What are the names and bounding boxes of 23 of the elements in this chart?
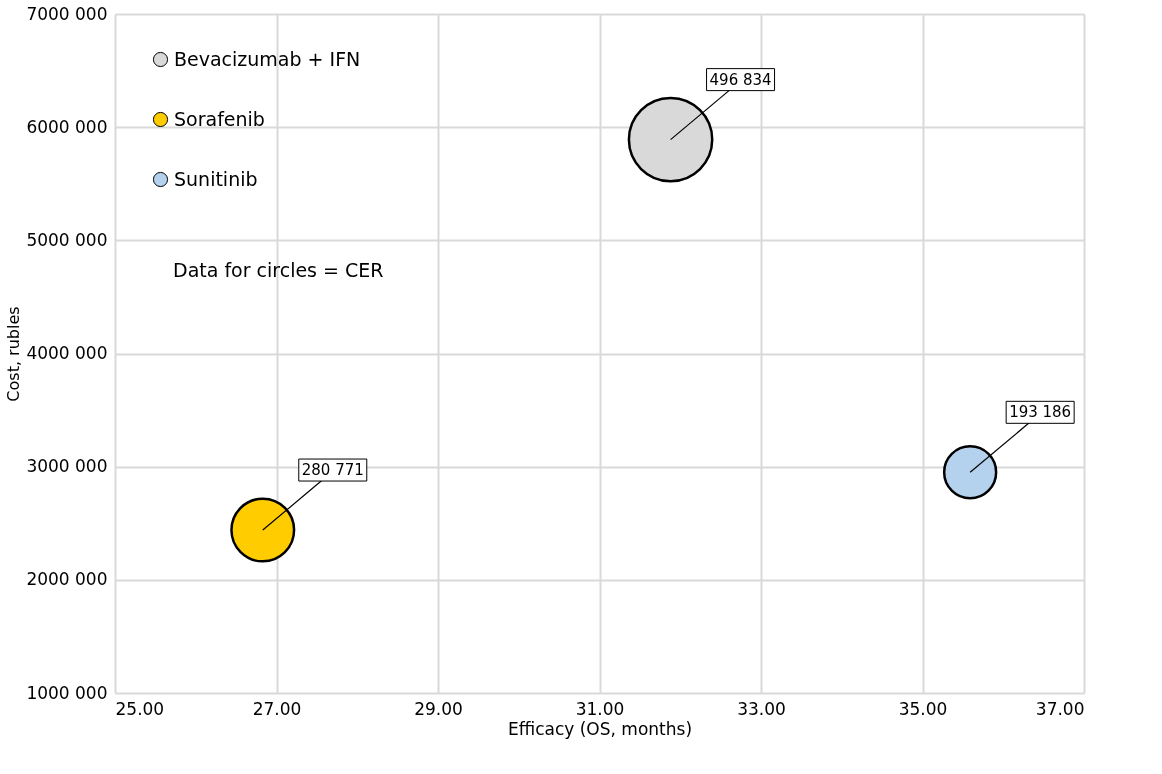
x-tick-label: 35.00 bbox=[898, 698, 948, 719]
y-tick-label: 3000 000 bbox=[26, 456, 108, 477]
y-tick-label: 5000 000 bbox=[26, 229, 108, 250]
y-axis-title: Cost, rubles bbox=[4, 306, 24, 402]
legend-label: Sunitinib bbox=[174, 167, 258, 190]
annotation: 193 186 bbox=[1009, 403, 1072, 422]
x-tick-label: 31.00 bbox=[575, 698, 625, 719]
y-tick-label: 4000 000 bbox=[26, 343, 108, 363]
legend-label: Sorafenib bbox=[174, 107, 265, 130]
y-tick-label: 1000 000 bbox=[26, 682, 108, 703]
x-tick-label: 33.00 bbox=[737, 698, 786, 719]
x-tick-label: 25.00 bbox=[115, 698, 165, 719]
x-axis-title: Efficacy (OS, months) bbox=[507, 718, 693, 739]
annotation: 280 771 bbox=[301, 461, 364, 480]
annotation: 496 834 bbox=[709, 70, 772, 89]
x-tick-label: 27.00 bbox=[252, 698, 302, 719]
x-tick-label: 37.00 bbox=[1035, 698, 1085, 719]
annotation: Data for circles = CER bbox=[173, 259, 384, 281]
x-tick-label: 29.00 bbox=[414, 698, 463, 719]
legend-label: Bevacizumab + IFN bbox=[174, 47, 361, 70]
y-tick-label: 7000 000 bbox=[26, 3, 108, 24]
y-tick-label: 6000 000 bbox=[26, 116, 108, 137]
y-tick-label: 2000 000 bbox=[26, 569, 108, 590]
